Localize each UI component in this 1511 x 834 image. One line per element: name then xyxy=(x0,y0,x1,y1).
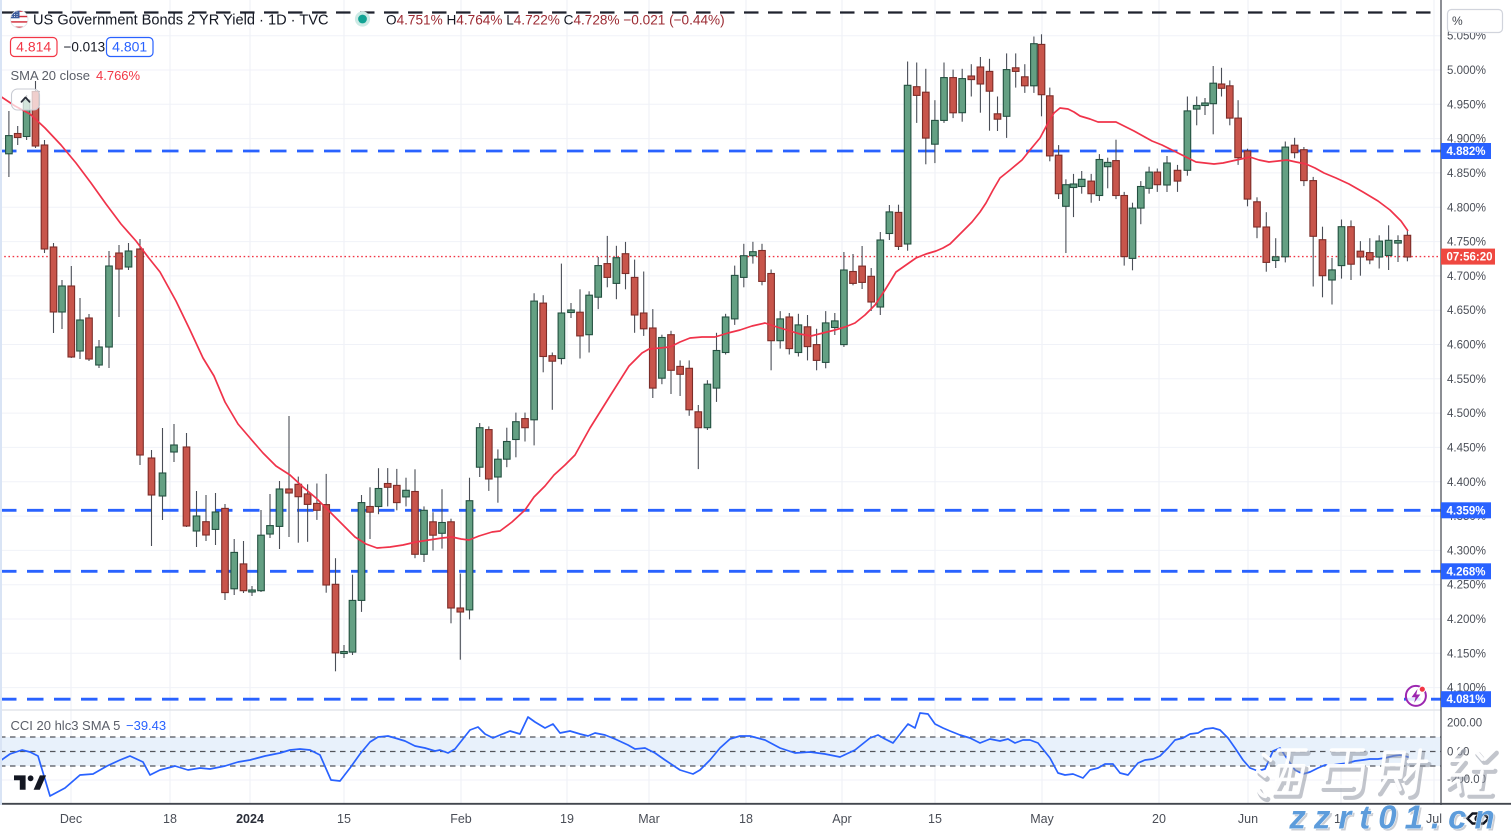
svg-text:US Government Bonds 2 YR Yield: US Government Bonds 2 YR Yield · 1D · TV… xyxy=(33,13,329,29)
svg-text:4.250%: 4.250% xyxy=(1447,580,1486,592)
svg-text:zzrt01.cn: zzrt01.cn xyxy=(1290,801,1504,834)
svg-text:4.150%: 4.150% xyxy=(1447,648,1486,660)
svg-text:%: % xyxy=(1452,14,1463,28)
svg-text:−0.013: −0.013 xyxy=(64,40,106,55)
svg-text:5.000%: 5.000% xyxy=(1447,65,1486,77)
svg-text:20: 20 xyxy=(1152,812,1166,826)
svg-text:17: 17 xyxy=(1334,812,1348,826)
svg-text:4.750%: 4.750% xyxy=(1447,237,1486,249)
svg-text:15: 15 xyxy=(337,812,351,826)
svg-text:07:56:20: 07:56:20 xyxy=(1447,252,1493,264)
svg-text:2024: 2024 xyxy=(236,812,264,826)
svg-text:4.650%: 4.650% xyxy=(1447,305,1486,317)
svg-text:4.550%: 4.550% xyxy=(1447,374,1486,386)
svg-text:18: 18 xyxy=(739,812,753,826)
svg-text:5.050%: 5.050% xyxy=(1447,31,1486,43)
svg-text:CCI 20 hlc3 SMA 5: CCI 20 hlc3 SMA 5 xyxy=(11,718,121,733)
svg-text:4.268%: 4.268% xyxy=(1447,566,1486,578)
svg-text:4.081%: 4.081% xyxy=(1447,694,1486,706)
svg-text:4.500%: 4.500% xyxy=(1447,408,1486,420)
svg-text:Mar: Mar xyxy=(638,812,660,826)
svg-text:SMA 20 close: SMA 20 close xyxy=(11,68,91,83)
svg-text:4.359%: 4.359% xyxy=(1447,505,1486,517)
svg-text:−39.43: −39.43 xyxy=(126,718,166,733)
svg-text:18: 18 xyxy=(163,812,177,826)
svg-text:4.801: 4.801 xyxy=(112,39,147,55)
svg-text:4.600%: 4.600% xyxy=(1447,340,1486,352)
svg-text:4.850%: 4.850% xyxy=(1447,168,1486,180)
svg-text:zzrt01.cn: zzrt01.cn xyxy=(1288,799,1502,834)
svg-text:May: May xyxy=(1030,812,1054,826)
svg-text:4.450%: 4.450% xyxy=(1447,442,1486,454)
svg-text:Feb: Feb xyxy=(450,812,472,826)
svg-text:Dec: Dec xyxy=(60,812,82,826)
svg-text:19: 19 xyxy=(560,812,574,826)
svg-text:4.800%: 4.800% xyxy=(1447,202,1486,214)
svg-text:O4.751% H4.764% L4.722% C4.728: O4.751% H4.764% L4.722% C4.728% −0.021 (… xyxy=(386,13,725,28)
svg-text:15: 15 xyxy=(928,812,942,826)
svg-text:4.814: 4.814 xyxy=(16,39,51,55)
svg-text:Apr: Apr xyxy=(832,812,851,826)
svg-text:4.700%: 4.700% xyxy=(1447,271,1486,283)
svg-text:200.00: 200.00 xyxy=(1447,718,1482,730)
svg-text:Jun: Jun xyxy=(1238,812,1258,826)
svg-text:4.200%: 4.200% xyxy=(1447,614,1486,626)
svg-text:4.900%: 4.900% xyxy=(1447,134,1486,146)
svg-text:4.766%: 4.766% xyxy=(96,68,141,83)
svg-text:4.882%: 4.882% xyxy=(1447,146,1486,158)
svg-text:4.400%: 4.400% xyxy=(1447,477,1486,489)
svg-text:4.300%: 4.300% xyxy=(1447,545,1486,557)
svg-text:Jul: Jul xyxy=(1426,812,1442,826)
svg-text:4.950%: 4.950% xyxy=(1447,99,1486,111)
